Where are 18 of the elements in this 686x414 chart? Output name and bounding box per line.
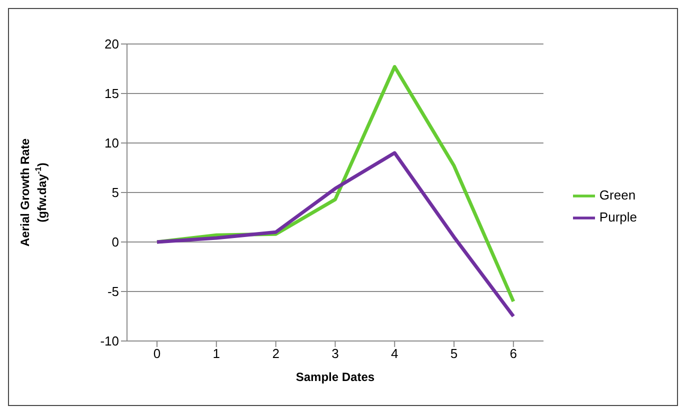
legend-label: Purple [599, 209, 637, 224]
legend-label: Green [599, 187, 636, 202]
y-tick-label: 5 [112, 185, 119, 200]
y-tick-label: 20 [104, 36, 119, 52]
x-tick-label: 1 [212, 346, 220, 362]
x-axis-title: Sample Dates [296, 370, 375, 384]
x-tick-label: 2 [272, 346, 280, 362]
line-series [155, 151, 516, 318]
x-tick-label: 5 [450, 346, 458, 362]
x-tick-label: 6 [510, 346, 518, 362]
y-tick-label: -10 [100, 334, 119, 349]
x-tick-label: 0 [153, 346, 161, 362]
y-tick-label: 10 [104, 136, 119, 151]
x-tick-label: 4 [390, 346, 398, 362]
y-tick-label: 0 [112, 234, 119, 250]
y-tick-label: 15 [104, 86, 119, 102]
y-tick-label: -5 [107, 284, 119, 300]
x-tick-label: 3 [332, 346, 339, 362]
